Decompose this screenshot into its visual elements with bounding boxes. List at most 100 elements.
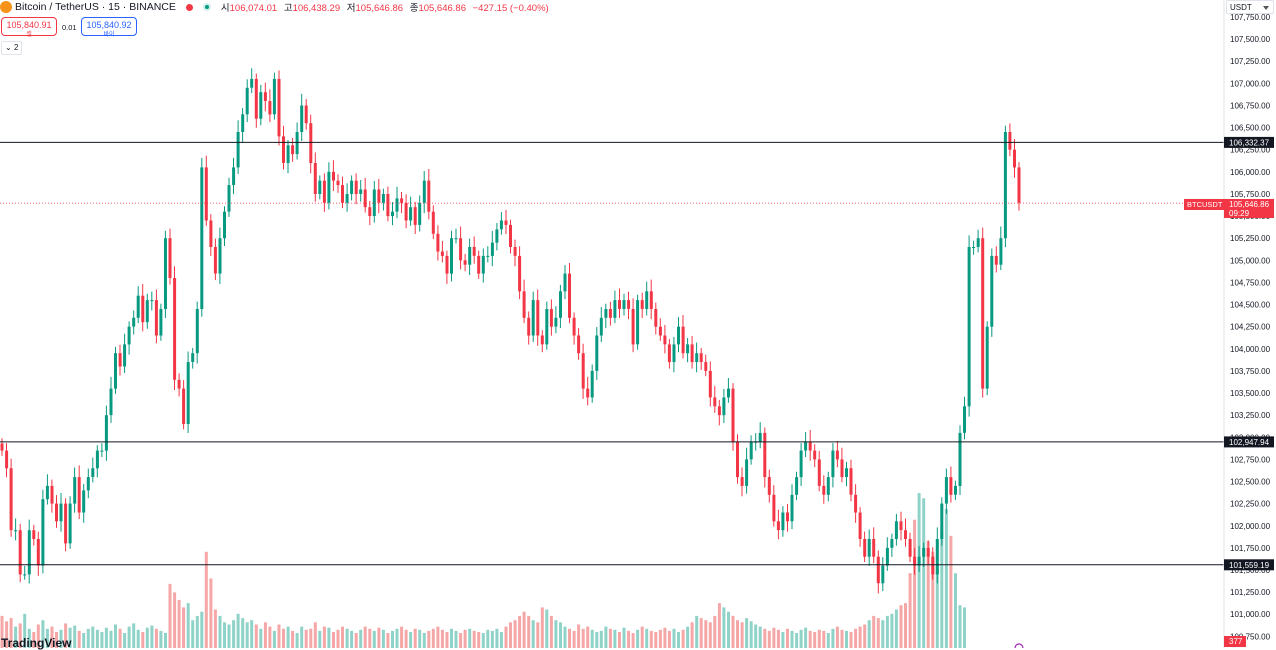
candle: [468, 238, 472, 275]
volume-bar: [545, 609, 549, 648]
volume-bar: [581, 628, 585, 648]
candle: [835, 441, 839, 468]
volume-bar: [708, 622, 712, 648]
candle: [73, 467, 77, 513]
candle: [477, 250, 481, 279]
price-tick-label: 103,750.00: [1230, 367, 1271, 376]
candle: [377, 178, 381, 214]
volume-bar: [717, 603, 721, 648]
candle: [867, 529, 871, 566]
candle: [268, 89, 272, 123]
candle: [885, 537, 889, 571]
price-tick-label: 104,750.00: [1230, 278, 1271, 287]
volume-bar: [640, 626, 644, 648]
indicator-collapse-button[interactable]: ⌄ 2: [1, 41, 23, 55]
candle: [241, 108, 245, 143]
sell-label: 셀: [26, 32, 32, 38]
candle: [41, 489, 45, 574]
candle: [863, 531, 867, 562]
sell-button[interactable]: 105,840.91 셀: [1, 17, 57, 38]
price-tick-label: 105,750.00: [1230, 190, 1271, 199]
candle: [150, 291, 154, 311]
volume-bar: [690, 622, 694, 648]
volume-bar: [672, 628, 676, 648]
volume-bar: [549, 615, 553, 648]
candle: [713, 385, 717, 413]
volume-bar: [400, 626, 404, 648]
volume-bar: [522, 611, 526, 648]
candle: [59, 493, 63, 532]
candle: [223, 206, 226, 246]
volume-bar: [23, 613, 27, 648]
candle: [967, 235, 971, 417]
candle: [454, 228, 458, 244]
symbol-title[interactable]: Bitcoin / TetherUS · 15 · BINANCE: [15, 1, 176, 13]
candle: [286, 140, 290, 174]
buy-price: 105,840.92: [86, 20, 132, 30]
candle: [736, 434, 739, 484]
volume-bar: [77, 630, 81, 648]
candle: [14, 518, 18, 541]
volume-bar: [799, 629, 803, 648]
volume-bar: [695, 615, 699, 648]
candle: [309, 114, 313, 174]
volume-bar: [332, 632, 335, 648]
candle: [295, 122, 299, 160]
horizontal-lines[interactable]: [0, 141, 1224, 566]
price-tick-label: 101,000.00: [1230, 610, 1271, 619]
high-value: 106,438.29: [292, 3, 341, 14]
volume-bar: [913, 519, 917, 648]
candle: [395, 186, 399, 219]
volume-bar: [926, 541, 930, 648]
buy-button[interactable]: 105,840.92 바이: [81, 17, 137, 38]
candle: [227, 177, 231, 217]
candle: [940, 497, 944, 546]
candle: [291, 137, 295, 162]
candle: [894, 513, 898, 546]
volume-bar: [572, 630, 576, 648]
candle: [645, 281, 649, 316]
candle: [926, 540, 930, 565]
volume-bar: [704, 620, 708, 648]
candle: [336, 174, 340, 193]
candle: [549, 299, 553, 336]
volume-bar: [136, 629, 140, 648]
price-tick-label: 101,500.00: [1230, 566, 1271, 575]
candle: [954, 480, 957, 501]
candle: [114, 346, 117, 394]
horizontal-line-tag: 106,332.37: [1229, 138, 1270, 147]
currency-select[interactable]: USDT: [1226, 0, 1274, 14]
candle: [300, 93, 304, 141]
candle: [790, 484, 794, 530]
volume-bar: [236, 613, 240, 648]
bitcoin-logo-icon: [0, 1, 12, 13]
volume-bar: [391, 630, 394, 648]
candle: [359, 180, 363, 202]
price-tick-label: 107,750.00: [1230, 13, 1271, 22]
volume-bar: [104, 627, 108, 648]
candle: [332, 160, 335, 191]
candle: [504, 209, 508, 234]
candle: [182, 380, 186, 430]
event-marker-icon[interactable]: [1014, 643, 1024, 648]
price-tick-label: 101,750.00: [1230, 544, 1271, 553]
candle: [513, 239, 517, 267]
candle: [795, 471, 799, 501]
volume-bar: [345, 628, 349, 648]
candle: [386, 186, 390, 222]
candle: [654, 302, 658, 335]
volume-bar: [540, 607, 544, 648]
price-tick-label: 102,000.00: [1230, 522, 1271, 531]
volume-bar: [468, 628, 472, 648]
market-status-icon[interactable]: [185, 3, 193, 11]
candle: [1013, 139, 1016, 178]
price-axis-background[interactable]: [1224, 0, 1276, 648]
candle: [804, 432, 808, 458]
volume-bar: [954, 573, 957, 648]
candle: [0, 438, 4, 456]
volume-bar: [595, 632, 599, 648]
volume-bar: [890, 613, 894, 648]
volume-bar: [313, 622, 317, 648]
candle: [799, 443, 803, 487]
